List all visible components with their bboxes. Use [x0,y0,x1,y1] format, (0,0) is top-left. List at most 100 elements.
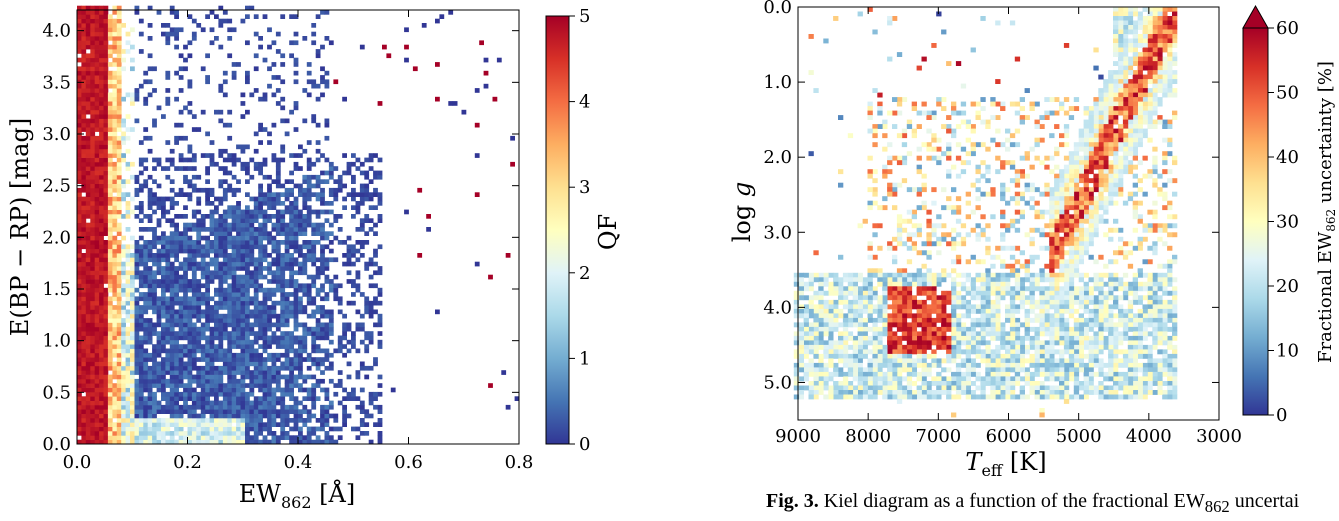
qf-bin [139,283,144,288]
qf-bin [179,231,184,236]
qf-bin [272,214,277,219]
qf-bin [104,192,109,197]
qf-bin [276,88,281,93]
qf-bin [249,388,254,393]
qf-bin [99,210,104,215]
left-x-tick-label: 0.0 [63,452,92,473]
qf-bin [104,231,109,236]
qf-bin [369,310,374,315]
kiel-bin [1128,340,1133,345]
qf-bin [205,14,210,19]
qf-bin [289,362,294,367]
qf-bin [174,97,179,102]
qf-bin [77,93,82,98]
kiel-bin [1172,318,1177,323]
qf-bin [183,283,188,288]
qf-bin [112,270,117,275]
qf-bin [223,71,228,76]
qf-bin [121,414,126,419]
qf-bin [196,240,201,245]
kiel-bin [1098,120,1103,125]
qf-bin [139,418,144,423]
qf-bin [86,140,91,145]
qf-bin [161,257,166,262]
qf-bin [117,231,122,236]
qf-bin [302,344,307,349]
qf-bin [157,266,162,271]
qf-bin [95,188,100,193]
qf-bin [316,418,321,423]
qf-bin [210,418,215,423]
qf-bin [170,249,175,254]
kiel-bin [1143,363,1148,368]
qf-bin [99,49,104,54]
qf-bin [254,409,259,414]
qf-bin [99,132,104,137]
qf-bin [117,140,122,145]
qf-bin [81,19,86,24]
kiel-bin [1167,43,1172,48]
qf-bin [143,414,148,419]
qf-bin [210,357,215,362]
qf-bin [95,362,100,367]
qf-bin [157,270,162,275]
qf-bin [302,435,307,440]
kiel-bin [1118,93,1123,98]
kiel-bin [1093,115,1098,120]
qf-bin [148,388,153,393]
qf-bin [152,344,157,349]
qf-bin [95,66,100,71]
qf-bin [99,71,104,76]
qf-bin [81,205,86,210]
qf-bin [148,301,153,306]
qf-bin [77,314,82,319]
kiel-bin [1152,309,1157,314]
qf-bin [254,314,259,319]
qf-bin [320,379,325,384]
qf-bin [263,236,268,241]
qf-bin [223,422,228,427]
qf-bin [316,14,321,19]
kiel-bin [1103,84,1108,89]
qf-bin [254,166,259,171]
kiel-bin [1108,192,1113,197]
qf-bin [325,422,330,427]
qf-bin [280,184,285,189]
qf-bin [386,53,391,58]
qf-bin [201,249,206,254]
qf-bin [130,27,135,32]
qf-bin [99,119,104,124]
qf-bin [179,27,184,32]
qf-bin [90,257,95,262]
kiel-bin [1143,7,1148,12]
qf-bin [179,370,184,375]
qf-bin [347,249,352,254]
kiel-bin [1167,178,1172,183]
kiel-bin [1167,30,1172,35]
qf-bin [108,145,113,150]
qf-bin [143,431,148,436]
qf-bin [117,240,122,245]
qf-bin [95,283,100,288]
qf-bin [139,296,144,301]
kiel-bin [1118,295,1123,300]
kiel-bin [1167,201,1172,206]
kiel-bin [1152,57,1157,62]
qf-bin [320,422,325,427]
qf-bin [86,123,91,128]
qf-bin [280,218,285,223]
qf-bin [249,279,254,284]
kiel-bin [1133,390,1138,395]
qf-bin [223,418,228,423]
kiel-bin [1133,138,1138,143]
qf-bin [86,422,91,427]
qf-bin [351,188,356,193]
qf-bin [254,362,259,367]
kiel-bin [1172,214,1177,219]
kiel-bin [1162,43,1167,48]
qf-bin [121,366,126,371]
qf-bin [108,405,113,410]
kiel-bin [1172,70,1177,75]
kiel-bin [1147,7,1152,12]
kiel-bin [1093,174,1098,179]
